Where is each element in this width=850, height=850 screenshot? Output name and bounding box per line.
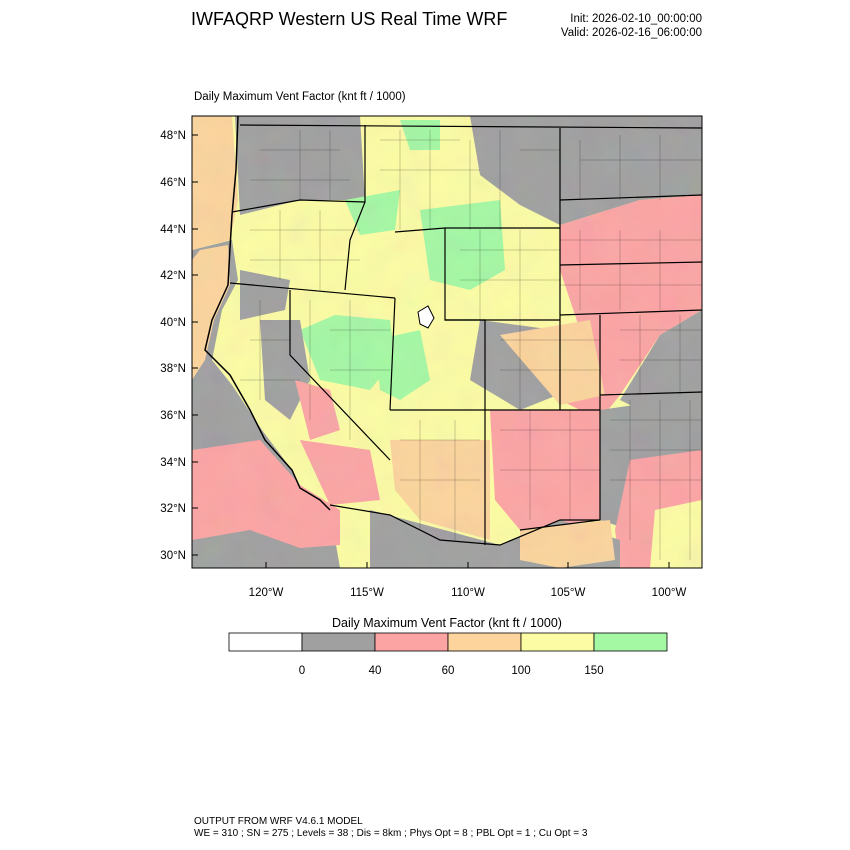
colorbar-label: 150 — [584, 665, 603, 677]
colorbar-bin — [301, 632, 376, 652]
border-dakotas — [559, 128, 702, 410]
coastline — [204, 116, 331, 511]
footer-config: WE = 310 ; SN = 275 ; Levels = 38 ; Dis … — [194, 828, 588, 839]
colorbar-bin — [228, 632, 303, 652]
map-frame — [191, 115, 703, 569]
lat-tick-label: 30°N — [160, 550, 186, 562]
lat-tick-label: 44°N — [160, 224, 186, 236]
lat-tick-label: 40°N — [160, 317, 186, 329]
lon-tick-label: 110°W — [451, 587, 485, 599]
colorbar-bin — [593, 632, 668, 652]
county-grid — [240, 130, 702, 560]
lat-tick-label: 38°N — [160, 363, 186, 375]
colorbar-title: Daily Maximum Vent Factor (knt ft / 1000… — [332, 616, 562, 630]
border-id-east — [344, 125, 366, 291]
colorbar-label: 60 — [442, 665, 455, 677]
border-ut-co — [445, 319, 486, 410]
county-lines — [240, 130, 702, 560]
lon-tick-label: 120°W — [249, 587, 284, 599]
lat-tick-label: 48°N — [160, 130, 186, 142]
field-texture — [192, 116, 702, 568]
colorbar: 0 40 60 100 150 — [228, 632, 668, 677]
figure-title: IWFAQRP Western US Real Time WRF — [191, 9, 508, 29]
lat-tick-label: 42°N — [160, 270, 186, 282]
lat-tick-label: 32°N — [160, 503, 186, 515]
vent-factor-field — [192, 116, 702, 568]
lon-tick-label: 100°W — [652, 587, 687, 599]
border-ks-ok — [599, 391, 702, 396]
lon-tick-label: 105°W — [551, 587, 586, 599]
init-time: Init: 2026-02-10_00:00:00 — [570, 13, 702, 25]
border-canada — [239, 124, 702, 129]
colorbar-label: 0 — [299, 665, 305, 677]
colorbar-label: 40 — [369, 665, 382, 677]
border-or-ca-nv — [229, 282, 396, 299]
valid-time: Valid: 2026-02-16_06:00:00 — [560, 27, 702, 39]
lat-tick-label: 34°N — [160, 457, 186, 469]
state-boundaries — [204, 116, 702, 546]
great-salt-lake — [417, 305, 435, 329]
lon-axis: 120°W 115°W 110°W 105°W 100°W — [249, 562, 687, 599]
border-mexico — [329, 504, 600, 546]
lon-tick-label: 115°W — [350, 587, 384, 599]
colorbar-bin — [520, 632, 595, 652]
lat-axis: 48°N 46°N 44°N 42°N 40°N 38°N 36°N 34°N 32°N 30°N — [160, 130, 198, 562]
border-ca-nv — [289, 290, 391, 461]
colorbar-bin — [374, 632, 449, 652]
colorbar-bin — [447, 632, 522, 652]
border-nv-ut — [389, 297, 396, 411]
footer-model: OUTPUT FROM WRF V4.6.1 MODEL — [194, 816, 363, 827]
colorbar-label: 100 — [511, 665, 530, 677]
lat-tick-label: 36°N — [160, 410, 186, 422]
lat-tick-label: 46°N — [160, 177, 186, 189]
plot-title: Daily Maximum Vent Factor (knt ft / 1000… — [194, 91, 406, 103]
